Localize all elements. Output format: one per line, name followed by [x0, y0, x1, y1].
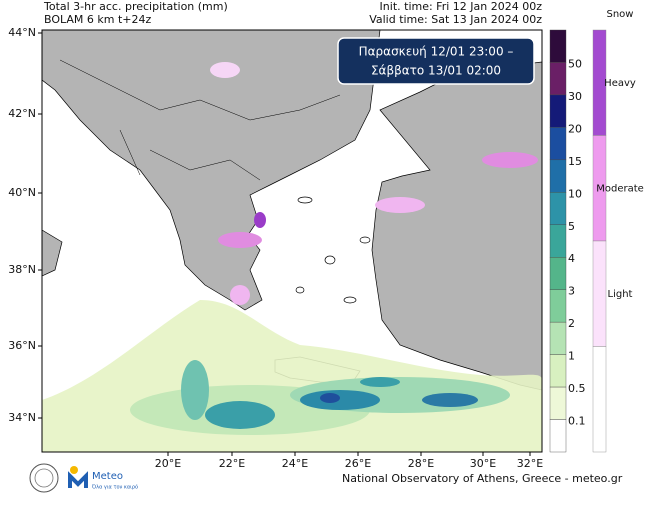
title: Total 3-hr acc. precipitation (mm) — [43, 0, 228, 13]
legend-swatch — [549, 159, 567, 193]
lon-label: 32°E — [517, 457, 543, 470]
map-frame — [41, 29, 543, 453]
map — [42, 30, 542, 452]
lon-label: 30°E — [470, 457, 496, 470]
snow-label: Light — [608, 289, 633, 300]
legend-swatch — [549, 419, 567, 453]
lat-label: 42°N — [8, 107, 36, 120]
legend-label: 1 — [568, 350, 575, 363]
lon-label: 28°E — [408, 457, 434, 470]
init-time: Init. time: Fri 12 Jan 2024 00z — [380, 0, 543, 13]
legend-swatch — [549, 224, 567, 258]
legend-label: 20 — [568, 122, 582, 135]
snow-label: Moderate — [596, 183, 644, 194]
legend-swatch — [549, 257, 567, 290]
logo: Meteo Όλα για τον καιρό — [29, 463, 138, 493]
logo-tagline: Όλα για τον καιρό — [91, 484, 138, 491]
lon-label: 20°E — [155, 457, 181, 470]
legend-label: 2 — [568, 317, 575, 330]
lat-label: 44°N — [8, 26, 36, 39]
legend-label: 0.1 — [568, 415, 586, 428]
lat-label: 34°N — [8, 411, 36, 424]
snow-legend: Heavy Moderate Light — [592, 29, 644, 453]
lon-label: 22°E — [219, 457, 245, 470]
subtitle: BOLAM 6 km t+24z — [44, 13, 152, 26]
legend-swatch — [549, 94, 567, 128]
legend-swatch — [549, 62, 567, 96]
legend-label: 5 — [568, 220, 575, 233]
snow-label: Heavy — [604, 78, 636, 89]
logo-name: Meteo — [92, 471, 123, 482]
legend-label: 4 — [568, 252, 575, 265]
legend-swatch — [549, 29, 567, 63]
legend-swatch — [549, 321, 567, 355]
legend-swatch — [549, 386, 567, 420]
snow-swatch — [592, 240, 607, 347]
legend-label: 0.5 — [568, 382, 586, 395]
legend-label: 15 — [568, 155, 582, 168]
legend-label: 10 — [568, 187, 582, 200]
valid-time: Valid time: Sat 13 Jan 2024 00z — [369, 13, 542, 26]
footer: National Observatory of Athens, Greece -… — [342, 472, 623, 485]
legend-swatch — [549, 354, 567, 388]
legend-swatch — [549, 192, 567, 225]
lon-label: 24°E — [282, 457, 308, 470]
lat-label: 38°N — [8, 263, 36, 276]
legend-label: 3 — [568, 285, 575, 298]
legend-label: 30 — [568, 90, 582, 103]
time-box — [337, 37, 535, 85]
precip-legend: 50 30 20 15 10 5 4 3 2 1 0.5 0.1 — [549, 29, 586, 453]
lat-label: 36°N — [8, 339, 36, 352]
time-box-line: Σάββατο 13/01 02:00 — [371, 64, 501, 78]
lon-label: 26°E — [345, 457, 371, 470]
snow-swatch — [592, 346, 607, 453]
legend-swatch — [549, 127, 567, 161]
legend-label: 50 — [568, 57, 582, 70]
legend-swatch — [549, 289, 567, 323]
lat-label: 40°N — [8, 186, 36, 199]
time-box-line: Παρασκευή 12/01 23:00 – — [359, 45, 514, 59]
snow-title: Snow — [607, 9, 634, 20]
